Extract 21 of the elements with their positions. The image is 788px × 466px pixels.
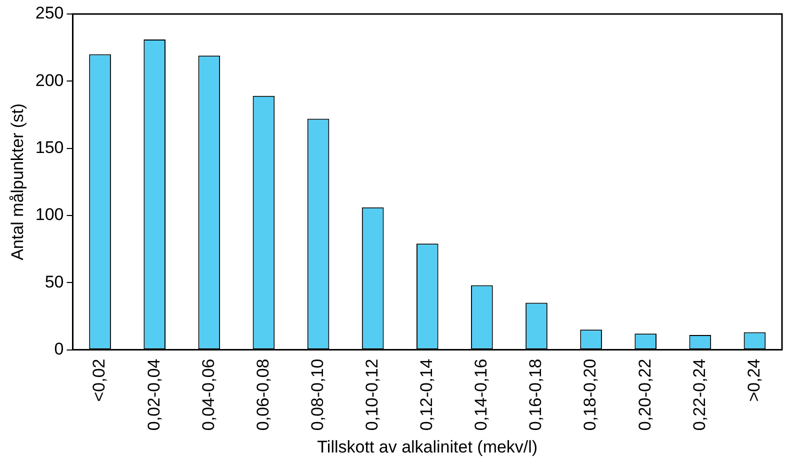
x-tick-label: 0,08-0,10 [308,358,327,431]
x-tick-label: 0,06-0,08 [253,358,272,431]
x-tick-label: <0,02 [90,358,109,402]
y-tick-label: 100 [35,205,64,224]
x-tick-label: 0,18-0,20 [580,358,600,431]
x-tick-label: 0,02-0,04 [144,358,164,431]
x-tick-label: 0,10-0,12 [362,358,382,431]
x-tick-label: 0,14-0,16 [472,358,491,431]
x-tick-label: >0,24 [744,358,764,402]
x-tick-label: 0,12-0,14 [417,358,436,431]
x-tick-label: 0,04-0,06 [198,358,218,431]
y-tick-label: 200 [35,70,64,90]
y-tick-label: 250 [35,4,64,23]
x-axis-title: Tillskott av alkalinitet (mekv/l) [317,437,538,456]
y-tick-label: 0 [54,339,64,358]
x-tick-label: 0,22-0,24 [690,358,709,431]
y-tick-label: 50 [44,272,64,292]
x-tick-label: 0,16-0,18 [526,358,546,431]
y-axis-title: Antal målpunkter (st) [8,103,27,260]
y-tick-label: 150 [35,138,64,157]
x-tick-label: 0,20-0,22 [635,358,654,431]
